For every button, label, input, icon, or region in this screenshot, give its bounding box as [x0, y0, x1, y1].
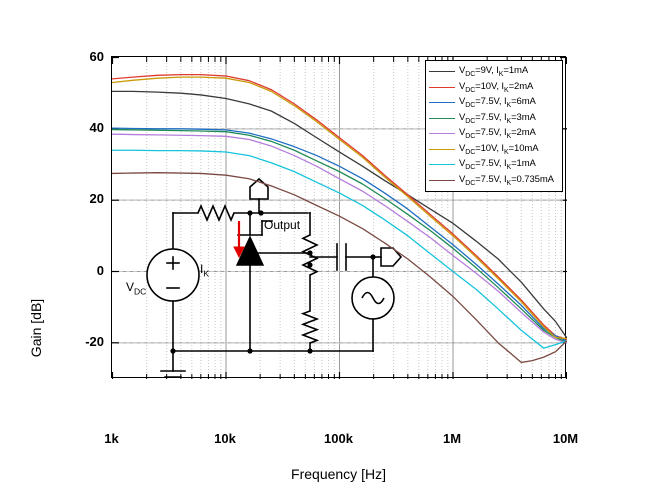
- legend-item-7: VDC=7.5V, IK=0.735mA: [429, 173, 558, 189]
- curve-series-7: [112, 172, 567, 364]
- x-axis-tick-labels: 1k 10k 100k 1M 10M: [0, 431, 659, 451]
- curve-series-2: [112, 127, 567, 342]
- ac-sine-glyph: [361, 291, 385, 305]
- ik-label: IK: [200, 262, 210, 279]
- divider-ground-dot: [307, 348, 313, 354]
- legend-color-swatch: [429, 164, 455, 166]
- x-tick-label-4: 10M: [552, 431, 579, 446]
- legend-color-swatch: [429, 133, 455, 135]
- divider-tap-dot-upper: [307, 250, 313, 256]
- x-tick-label-2: 100k: [324, 431, 353, 446]
- y-axis-title-wrap: Gain [dB]: [16, 120, 46, 357]
- x-tick-label-0: 1k: [104, 431, 119, 446]
- legend-item-5: VDC=10V, IK=10mA: [429, 142, 558, 158]
- output-label: Output: [264, 218, 301, 232]
- x-tick-label-3: 1M: [442, 431, 462, 446]
- legend-item-label: VDC=7.5V, IK=2mA: [459, 127, 536, 141]
- curve-series-6: [112, 149, 567, 349]
- plot-area: [111, 56, 567, 379]
- y-axis-title: Gain [dB]: [28, 298, 44, 358]
- legend-item-label: VDC=7.5V, IK=6mA: [459, 96, 536, 110]
- curve-series-0: [112, 90, 567, 339]
- legend-color-swatch: [429, 117, 455, 119]
- legend-color-swatch: [429, 148, 455, 150]
- y-tick-label-0: 60: [89, 48, 104, 64]
- legend-item-6: VDC=7.5V, IK=1mA: [429, 157, 558, 173]
- y-tick-label-4: -20: [85, 333, 104, 349]
- curve-layer: [112, 73, 567, 364]
- legend-item-1: VDC=10V, IK=2mA: [429, 80, 558, 96]
- legend: VDC=9V, IK=1mA VDC=10V, IK=2mA VDC=7.5V, I…: [425, 60, 563, 192]
- curve-series-3: [112, 128, 567, 343]
- legend-color-swatch: [429, 86, 455, 88]
- curve-series-1: [112, 73, 567, 340]
- circuit-diagram-layer: [146, 177, 403, 378]
- y-tick-label-1: 40: [89, 119, 104, 135]
- y-tick-label-3: 0: [96, 262, 104, 278]
- legend-item-3: VDC=7.5V, IK=3mA: [429, 111, 558, 127]
- legend-item-label: VDC=7.5V, IK=0.735mA: [459, 173, 554, 187]
- legend-item-label: VDC=10V, IK=10mA: [459, 142, 539, 156]
- curve-series-4: [112, 133, 567, 344]
- legend-item-label: VDC=7.5V, IK=3mA: [459, 111, 536, 125]
- tl431-cathode-dot: [247, 210, 253, 216]
- curve-series-5: [112, 76, 567, 340]
- divider-resistor-lower: [300, 310, 320, 344]
- vdc-label: VDC: [126, 280, 147, 297]
- tl431-anode-dot: [247, 348, 253, 354]
- legend-color-swatch: [429, 179, 455, 181]
- y-tick-label-2: 20: [89, 191, 104, 207]
- circuit-inset-labels: Output IK VDC: [122, 212, 390, 408]
- legend-item-label: VDC=9V, IK=1mA: [459, 65, 529, 79]
- divider-tap-dot-lower: [307, 262, 313, 268]
- legend-item-0: VDC=9V, IK=1mA: [429, 64, 558, 80]
- x-axis-title: Frequency [Hz]: [291, 466, 386, 482]
- legend-item-2: VDC=7.5V, IK=6mA: [429, 95, 558, 111]
- series-resistor: [197, 203, 235, 223]
- legend-color-swatch: [429, 102, 455, 104]
- output-node-dot: [258, 210, 264, 216]
- legend-item-label: VDC=7.5V, IK=1mA: [459, 158, 536, 172]
- ik-current-arrow-head: [233, 246, 245, 259]
- legend-item-4: VDC=7.5V, IK=2mA: [429, 126, 558, 142]
- legend-color-swatch: [429, 71, 455, 73]
- legend-item-label: VDC=10V, IK=2mA: [459, 80, 534, 94]
- x-tick-label-1: 10k: [214, 431, 236, 446]
- y-axis-tick-labels: 60 40 20 0 -20: [60, 0, 104, 504]
